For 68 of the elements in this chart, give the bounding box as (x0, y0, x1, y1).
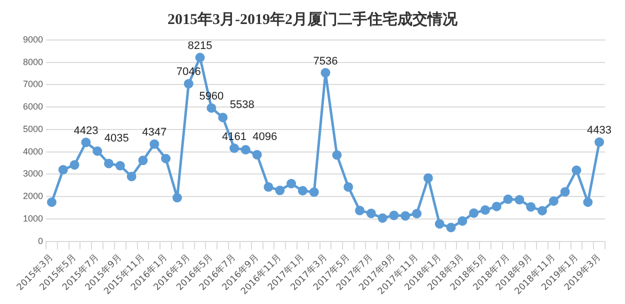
point (252, 150, 262, 160)
data-label: 4347 (142, 126, 167, 139)
point (412, 208, 422, 218)
point (206, 103, 216, 113)
data-label: 4433 (587, 124, 612, 137)
point (115, 160, 125, 170)
point (320, 68, 330, 78)
point (218, 112, 228, 122)
data-label: 5538 (230, 98, 254, 111)
point (46, 197, 56, 207)
y-tick-label: 1000 (22, 213, 44, 224)
y-tick-label: 3000 (22, 168, 44, 179)
point (286, 178, 296, 188)
point (240, 144, 250, 154)
point (423, 173, 433, 183)
y-tick-label: 7000 (22, 79, 44, 90)
point (503, 194, 513, 204)
point (161, 154, 171, 164)
point (583, 197, 593, 207)
point (458, 216, 468, 226)
point (366, 208, 376, 218)
point (332, 150, 342, 160)
chart-title: 2015年3月-2019年2月厦门二手住宅成交情况 (166, 10, 458, 29)
point (150, 139, 160, 149)
point (126, 172, 136, 182)
y-tick-label: 4000 (22, 146, 44, 156)
point (264, 182, 274, 192)
point (81, 138, 91, 148)
point (172, 192, 182, 202)
point (594, 137, 604, 147)
point (434, 219, 444, 229)
y-tick-label: 5000 (22, 124, 44, 134)
point (548, 196, 558, 206)
point (138, 156, 148, 166)
y-tick-label: 9000 (22, 34, 44, 44)
point (446, 222, 456, 232)
data-label: 4035 (104, 132, 129, 145)
point (92, 146, 102, 156)
y-tick-label: 2000 (22, 191, 44, 202)
y-tick-label: 0 (38, 236, 44, 246)
point (58, 165, 68, 175)
data-label: 4423 (74, 124, 98, 137)
y-tick-label: 6000 (22, 102, 44, 112)
point (104, 158, 114, 168)
point (538, 206, 548, 216)
point (400, 211, 410, 221)
point (344, 182, 354, 192)
point (275, 186, 285, 196)
point (309, 187, 319, 197)
point (389, 210, 399, 220)
point (195, 52, 205, 62)
point (526, 202, 536, 212)
point (230, 144, 239, 154)
data-label: 4096 (252, 131, 278, 144)
y-tick-label: 8000 (22, 56, 44, 67)
point (354, 206, 364, 216)
point (469, 208, 479, 218)
data-label: 7536 (313, 55, 338, 68)
data-label: 8215 (188, 40, 212, 52)
point (298, 186, 308, 196)
point (560, 187, 570, 197)
point (492, 202, 502, 212)
point (378, 213, 388, 223)
point (184, 78, 194, 88)
point (480, 205, 490, 215)
point (572, 165, 582, 175)
point (70, 160, 80, 170)
point (514, 194, 524, 204)
